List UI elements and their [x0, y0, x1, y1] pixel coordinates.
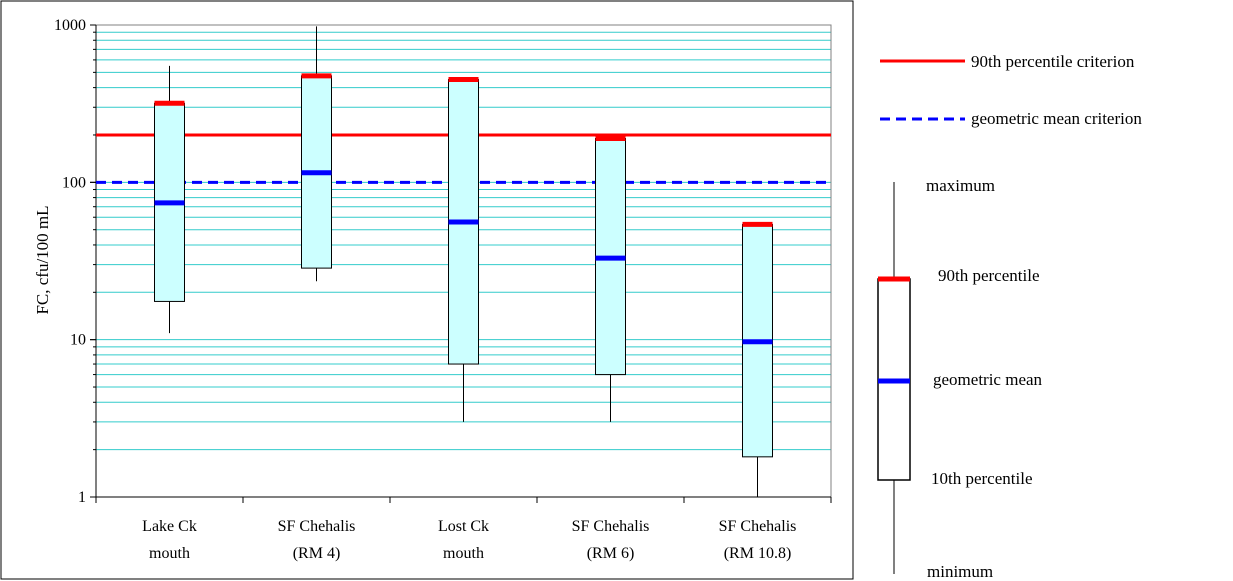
box-1 — [154, 65, 185, 334]
x-category-label: SF Chehalis — [278, 518, 356, 535]
legend-p90-criterion-label: 90th percentile criterion — [971, 52, 1135, 71]
legend-p10-label: 10th percentile — [931, 469, 1033, 488]
y-tick-label: 100 — [62, 174, 86, 191]
y-tick-label: 1 — [78, 489, 86, 506]
x-category-label: SF Chehalis — [572, 518, 650, 535]
x-category-label: (RM 4) — [293, 545, 341, 562]
legend-minimum-label: minimum — [927, 562, 993, 581]
x-axis: Lake Ck mouth SF Chehalis (RM 4) Lost Ck mout… — [95, 496, 832, 562]
legend-geomean-criterion-label: geometric mean criterion — [971, 109, 1142, 128]
x-category-label: Lost Ck — [438, 518, 489, 535]
legend-p90-label: 90th percentile — [938, 266, 1040, 285]
chart-frame — [0, 0, 854, 580]
x-category-label: mouth — [149, 545, 190, 562]
legend-maximum-label: maximum — [926, 176, 995, 195]
y-tick-label: 1000 — [54, 17, 86, 34]
box-2 — [301, 26, 332, 282]
box-5 — [742, 221, 773, 497]
x-category-label: (RM 6) — [587, 545, 635, 562]
legend: 90th percentile criterion geometric mean … — [877, 52, 1142, 581]
legend-geomean-label: geometric mean — [933, 370, 1043, 389]
y-axis-label: FC, cfu/100 mL — [33, 205, 52, 314]
x-category-label: mouth — [443, 545, 484, 562]
x-category-label: Lake Ck — [142, 518, 197, 535]
x-category-label: SF Chehalis — [719, 518, 797, 535]
y-tick-label: 10 — [70, 332, 86, 349]
box-4 — [595, 135, 626, 422]
x-category-label: (RM 10.8) — [724, 545, 792, 562]
box-3 — [448, 77, 479, 422]
y-axis: 1 10 100 1000 — [54, 17, 97, 506]
boxes — [154, 26, 773, 497]
